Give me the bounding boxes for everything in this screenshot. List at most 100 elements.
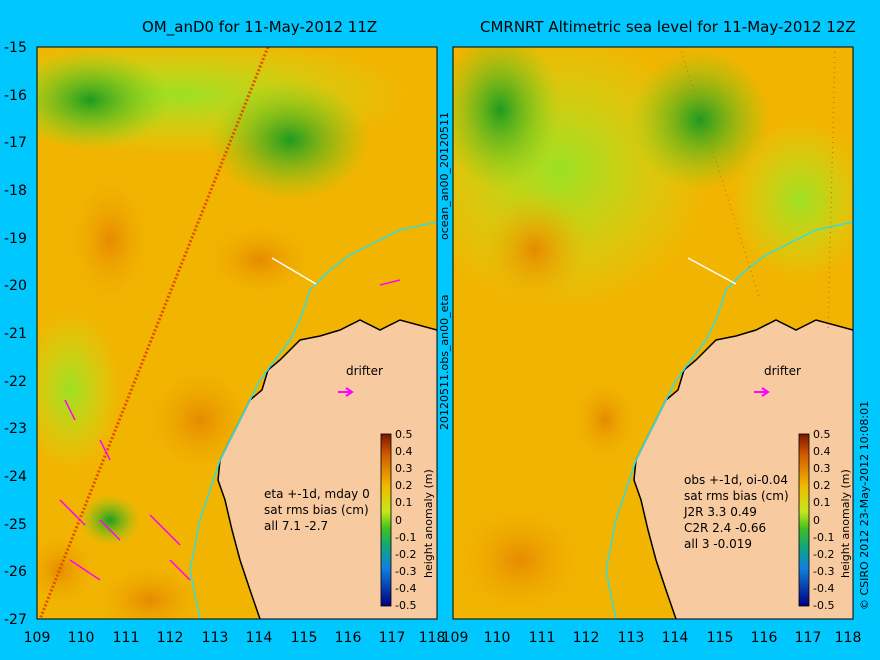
- left-note-line: sat rms bias (cm): [264, 503, 369, 517]
- colorbar-tick: -0.2: [813, 548, 834, 561]
- left-high-c: [200, 220, 320, 300]
- right-drifter-arrow: [754, 387, 770, 397]
- right-note-line: J2R 3.3 0.49: [683, 505, 757, 519]
- colorbar-tick: 0.5: [395, 428, 413, 441]
- colorbar-tick: 0.1: [813, 496, 831, 509]
- right-track-b: [827, 47, 836, 331]
- x-tick-label: 117: [379, 630, 406, 646]
- x-tick-label: 111: [529, 630, 556, 646]
- left-high-ssw: [37, 530, 100, 610]
- right-note-line: sat rms bias (cm): [684, 489, 789, 503]
- colorbar-tick: 0.2: [813, 479, 831, 492]
- right-drifter-label: drifter: [764, 364, 801, 378]
- x-tick-label: 110: [68, 630, 95, 646]
- left-panel-title: OM_anD0 for 11-May-2012 11Z: [142, 18, 378, 36]
- y-tick-label: -18: [4, 183, 27, 199]
- colorbar-tick: -0.1: [395, 531, 416, 544]
- left-bathy-line: [189, 221, 437, 619]
- colorbar-tick: 0.5: [813, 428, 831, 441]
- right-colorbar: 0.5 0.4 0.3 0.2 0.1 0 -0.1 -0.2 -0.3 -0.…: [798, 428, 852, 612]
- left-green-s: [80, 495, 140, 545]
- right-map: [453, 47, 853, 619]
- right-x-axis: 109 110 111 112 113 114 115 116 117 118: [442, 630, 862, 646]
- left-frame: [36, 46, 438, 620]
- colorbar-tick: 0: [813, 514, 820, 527]
- left-current-vectors: [59, 279, 401, 581]
- colorbar-tick: -0.2: [395, 548, 416, 561]
- colorbar-tick: -0.5: [813, 599, 834, 612]
- colorbar-tick: -0.4: [813, 582, 834, 595]
- x-tick-label: 109: [442, 630, 469, 646]
- y-tick-label: -20: [4, 278, 27, 294]
- right-section-line: [687, 257, 737, 285]
- x-tick-label: 111: [113, 630, 140, 646]
- right-green-n: [630, 50, 770, 190]
- right-high-c: [570, 375, 640, 465]
- x-tick-label: 110: [484, 630, 511, 646]
- right-green-nw: [453, 47, 560, 190]
- right-bathy-line: [605, 221, 853, 619]
- right-lime-ne: [730, 120, 853, 280]
- credit-label: © CSIRO 2012 23-May-2012 10:08:01: [858, 401, 871, 610]
- y-tick-label: -15: [4, 40, 27, 56]
- y-tick-label: -24: [4, 469, 27, 485]
- y-tick-label: -21: [4, 326, 27, 342]
- left-green-n: [210, 80, 370, 200]
- left-high-w: [65, 170, 155, 310]
- right-frame: [452, 46, 854, 620]
- x-tick-label: 115: [707, 630, 734, 646]
- colorbar-tick: 0.1: [395, 496, 413, 509]
- left-drifter-label: drifter: [346, 364, 383, 378]
- right-high-w: [480, 190, 590, 310]
- y-tick-label: -22: [4, 374, 27, 390]
- colorbar-tick: 0.4: [395, 445, 413, 458]
- colorbar-tick: -0.3: [395, 565, 416, 578]
- y-tick-label: -23: [4, 421, 27, 437]
- y-tick-label: -17: [4, 135, 27, 151]
- left-high-s: [90, 560, 210, 619]
- left-colorbar-ramp: [380, 433, 392, 607]
- x-tick-label: 115: [291, 630, 318, 646]
- right-note-line: C2R 2.4 -0.66: [684, 521, 766, 535]
- left-side-label: 20120511.obs_an00_eta: [438, 295, 451, 430]
- colorbar-tick: 0.3: [395, 462, 413, 475]
- y-tick-label: -25: [4, 517, 27, 533]
- x-tick-label: 118: [419, 630, 446, 646]
- colorbar-tick: 0.4: [813, 445, 831, 458]
- colorbar-tick: 0: [395, 514, 402, 527]
- left-green-nw: [37, 50, 170, 150]
- left-colorbar: 0.5 0.4 0.3 0.2 0.1 0 -0.1 -0.2 -0.3 -0.…: [380, 428, 435, 612]
- left-note-line: all 7.1 -2.7: [264, 519, 328, 533]
- left-sat-track: [38, 47, 270, 619]
- x-tick-label: 112: [573, 630, 600, 646]
- colorbar-tick: -0.4: [395, 582, 416, 595]
- left-coastline: [217, 319, 437, 619]
- x-tick-label: 113: [618, 630, 645, 646]
- x-tick-label: 112: [157, 630, 184, 646]
- x-tick-label: 114: [662, 630, 689, 646]
- left-x-axis: 109 110 111 112 113 114 115 116 117 118: [24, 630, 446, 646]
- y-tick-label: -16: [4, 88, 27, 104]
- x-tick-label: 117: [795, 630, 822, 646]
- x-tick-label: 113: [202, 630, 229, 646]
- right-colorbar-label: height anomaly (m): [839, 469, 852, 578]
- right-coastline: [633, 319, 853, 619]
- x-tick-label: 116: [751, 630, 778, 646]
- left-map: [37, 47, 437, 619]
- right-note-line: obs +-1d, oi-0.04: [684, 473, 788, 487]
- right-high-s: [453, 500, 590, 619]
- left-y-axis: -15 -16 -17 -18 -19 -20 -21 -22 -23 -24 …: [4, 40, 27, 628]
- left-colorbar-label: height anomaly (m): [422, 469, 435, 578]
- colorbar-tick: 0.3: [813, 462, 831, 475]
- colorbar-tick: 0.2: [395, 479, 413, 492]
- x-tick-label: 109: [24, 630, 51, 646]
- left-note-box: eta +-1d, mday 0 sat rms bias (cm) all 7…: [264, 487, 370, 533]
- right-note-box: obs +-1d, oi-0.04 sat rms bias (cm) J2R …: [683, 473, 789, 551]
- left-drifter-arrow: [338, 387, 354, 397]
- right-panel-title: CMRNRT Altimetric sea level for 11-May-2…: [480, 18, 856, 36]
- x-tick-label: 114: [246, 630, 273, 646]
- right-side-label: ocean_an00_20120511: [438, 112, 451, 240]
- colorbar-tick: -0.5: [395, 599, 416, 612]
- y-tick-label: -26: [4, 564, 27, 580]
